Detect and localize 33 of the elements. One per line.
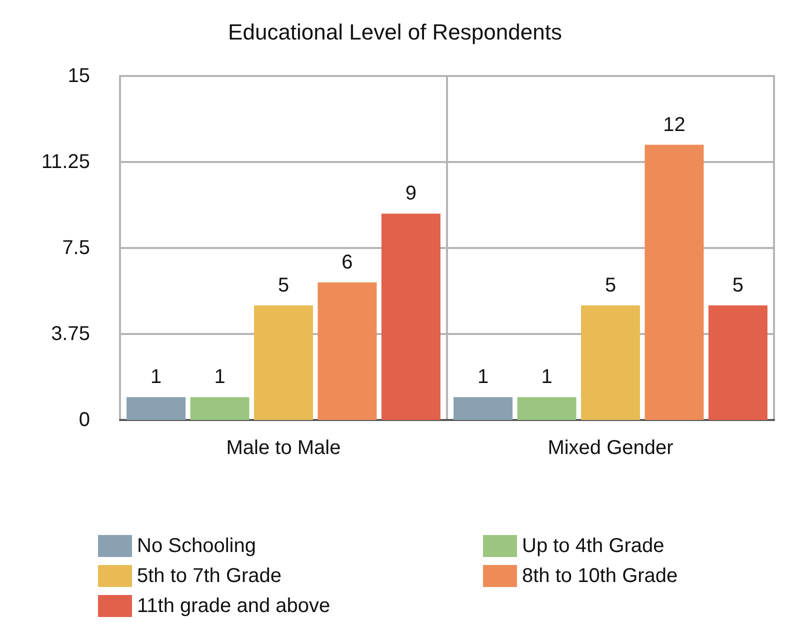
legend-label: Up to 4th Grade <box>522 535 664 557</box>
bar <box>708 305 768 420</box>
legend-label: 5th to 7th Grade <box>137 565 282 587</box>
bar <box>126 397 186 420</box>
bar <box>644 144 704 420</box>
data-label: 1 <box>150 366 162 388</box>
data-label: 1 <box>214 366 226 388</box>
bar <box>580 305 640 420</box>
x-tick-label: Mixed Gender <box>548 437 674 459</box>
legend-label: 8th to 10th Grade <box>522 565 678 587</box>
bar <box>517 397 576 420</box>
data-label: 5 <box>604 274 616 296</box>
y-tick-label: 15 <box>68 65 90 87</box>
bar <box>381 214 440 420</box>
bar <box>454 397 513 420</box>
legend-label: 11th grade and above <box>137 595 330 617</box>
y-tick-label: 7.5 <box>62 237 90 259</box>
chart-title: Educational Level of Respondents <box>228 20 562 44</box>
data-label: 1 <box>477 366 489 388</box>
bar <box>190 397 250 420</box>
bar <box>254 305 314 420</box>
data-label: 12 <box>663 114 686 136</box>
data-label: 1 <box>541 366 552 388</box>
legend-label: No Schooling <box>137 535 256 557</box>
y-tick-label: 0 <box>78 409 90 431</box>
data-label: 5 <box>278 274 290 296</box>
bar <box>318 282 377 420</box>
x-tick-label: Male to Male <box>226 437 341 459</box>
y-tick-label: 3.75 <box>51 323 90 345</box>
data-label: 5 <box>732 274 744 296</box>
y-tick-label: 11.25 <box>41 151 90 173</box>
data-label: 6 <box>342 251 353 274</box>
data-label: 9 <box>405 182 417 205</box>
